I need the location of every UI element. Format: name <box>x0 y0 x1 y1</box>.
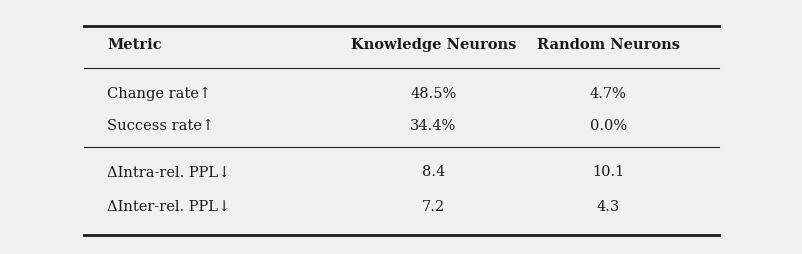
Text: 4.3: 4.3 <box>596 200 619 214</box>
Text: Metric: Metric <box>107 38 162 52</box>
Text: 34.4%: 34.4% <box>410 119 456 133</box>
Text: 48.5%: 48.5% <box>410 87 456 101</box>
Text: 10.1: 10.1 <box>591 165 623 179</box>
Text: Random Neurons: Random Neurons <box>536 38 678 52</box>
Text: 8.4: 8.4 <box>421 165 444 179</box>
Text: 7.2: 7.2 <box>421 200 444 214</box>
Text: 0.0%: 0.0% <box>589 119 626 133</box>
Text: ΔIntra-rel. PPL↓: ΔIntra-rel. PPL↓ <box>107 165 230 179</box>
Text: Knowledge Neurons: Knowledge Neurons <box>350 38 516 52</box>
Text: Change rate↑: Change rate↑ <box>107 87 212 101</box>
Text: 4.7%: 4.7% <box>589 87 626 101</box>
Text: Success rate↑: Success rate↑ <box>107 119 214 133</box>
Text: ΔInter-rel. PPL↓: ΔInter-rel. PPL↓ <box>107 200 230 214</box>
